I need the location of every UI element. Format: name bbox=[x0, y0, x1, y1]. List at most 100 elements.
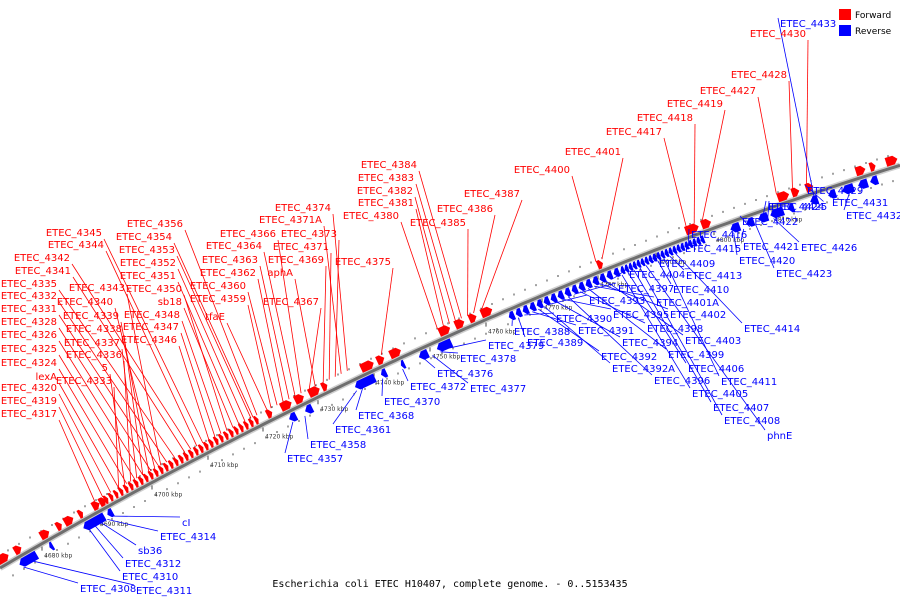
leader-line bbox=[120, 321, 150, 472]
gene-label: ETEC_4342 bbox=[14, 253, 70, 264]
gene-label: ETEC_4384 bbox=[361, 160, 417, 171]
leader-line bbox=[89, 529, 121, 572]
leader-line bbox=[105, 250, 198, 447]
forward-gene-arrow bbox=[700, 218, 711, 230]
gene-label: ETEC_4406 bbox=[688, 364, 744, 375]
forward-gene-arrow bbox=[112, 490, 119, 499]
leader-line bbox=[23, 566, 79, 584]
reverse-gene-arrow bbox=[83, 512, 107, 531]
leader-line bbox=[259, 265, 290, 400]
gene-label: ETEC_4326 bbox=[1, 330, 57, 341]
gene-label: ETEC_4375 bbox=[335, 257, 391, 268]
leader-line bbox=[178, 345, 210, 441]
leader-line bbox=[181, 320, 222, 434]
forward-gene-arrow bbox=[884, 155, 898, 167]
gene-label: ETEC_4369 bbox=[268, 255, 324, 266]
legend-reverse-swatch bbox=[839, 25, 851, 36]
reverse-gene-arrow bbox=[640, 258, 646, 267]
forward-gene-arrow bbox=[167, 460, 174, 469]
gene-label: ETEC_4424 bbox=[768, 202, 824, 213]
leader-line bbox=[740, 228, 745, 242]
forward-gene-arrow bbox=[54, 521, 62, 532]
gene-label: ETEC_4324 bbox=[1, 358, 57, 369]
forward-gene-arrow bbox=[479, 306, 493, 319]
gene-label: ETEC_4410 bbox=[673, 285, 729, 296]
forward-gene-arrow bbox=[237, 423, 244, 433]
gene-label: ETEC_4398 bbox=[647, 324, 703, 335]
leader-line bbox=[380, 267, 394, 355]
gene-label: ETEC_4404 bbox=[629, 270, 685, 281]
gene-label: ETEC_4386 bbox=[437, 204, 493, 215]
forward-gene-arrow bbox=[222, 431, 229, 441]
tick-label: 4790 kbp bbox=[658, 259, 686, 266]
gene-label: ETEC_4394 bbox=[622, 338, 678, 349]
leader-line bbox=[550, 294, 588, 305]
leader-line bbox=[332, 390, 358, 425]
gene-label: ETEC_4388 bbox=[514, 327, 570, 338]
leader-line bbox=[418, 170, 462, 319]
gene-label: ETEC_4396 bbox=[654, 376, 710, 387]
forward-gene-arrow bbox=[207, 439, 214, 448]
gene-label: ETEC_4345 bbox=[46, 228, 102, 239]
reverse-gene-arrow bbox=[858, 178, 869, 189]
gene-label: ETEC_4343 bbox=[69, 283, 125, 294]
reverse-gene-arrow bbox=[19, 550, 40, 567]
gene-label: ETEC_4361 bbox=[335, 425, 391, 436]
leader-line bbox=[107, 519, 159, 532]
gene-label: ETEC_4382 bbox=[357, 186, 413, 197]
gene-label: ETEC_4367 bbox=[263, 297, 319, 308]
tick-group: 4680 kbp 4690 kbp 4700 kbp 4710 kbp 4720 kbp… bbox=[7, 155, 894, 577]
leader-line bbox=[440, 351, 459, 354]
gene-label: ETEC_4403 bbox=[685, 336, 741, 347]
gene-label: ETEC_4414 bbox=[744, 324, 800, 335]
gene-label: ETEC_4351 bbox=[120, 271, 176, 282]
leader-line bbox=[761, 200, 767, 223]
gene-label: ETEC_4391 bbox=[578, 326, 634, 337]
leader-line bbox=[332, 213, 348, 371]
gene-label: ETEC_4356 bbox=[127, 219, 183, 230]
leader-line bbox=[402, 368, 409, 382]
leader-line bbox=[599, 283, 669, 310]
forward-gene-arrow bbox=[437, 325, 451, 337]
reverse-gene-arrow bbox=[770, 206, 785, 219]
leader-line bbox=[562, 298, 612, 310]
leader-line bbox=[681, 242, 684, 252]
leader-line bbox=[33, 560, 135, 586]
gene-label: ETEC_4395 bbox=[613, 310, 669, 321]
gene-label: cI bbox=[182, 518, 190, 529]
leader-line bbox=[414, 196, 450, 324]
forward-gene-arrow bbox=[147, 470, 154, 480]
tick-label: 4810 kbp bbox=[774, 216, 802, 223]
gene-label: ETEC_4371 bbox=[273, 242, 329, 253]
reverse-gene-arrow bbox=[550, 293, 558, 303]
gene-label: ETEC_4352 bbox=[120, 258, 176, 269]
gene-label: ETEC_4374 bbox=[275, 203, 331, 214]
gene-label: ETEC_4392 bbox=[601, 352, 657, 363]
gene-label: ETEC_4385 bbox=[410, 218, 466, 229]
reverse-gene-arrow bbox=[418, 349, 430, 360]
leader-line bbox=[829, 196, 836, 198]
leader-line bbox=[101, 522, 137, 546]
reverse-gene-arrow bbox=[746, 216, 756, 227]
reverse-gene-arrow bbox=[107, 508, 115, 518]
gene-label: ETEC_4427 bbox=[700, 86, 756, 97]
reverse-gene-arrow bbox=[571, 284, 579, 294]
gene-label: ETEC_4397 bbox=[618, 284, 674, 295]
forward-gene-arrow bbox=[127, 481, 134, 491]
gene-label: ETEC_4413 bbox=[686, 271, 742, 282]
reverse-gene-arrow bbox=[515, 307, 523, 318]
leader-line bbox=[58, 289, 176, 459]
leader-line bbox=[544, 306, 611, 364]
leader-line bbox=[687, 228, 690, 250]
gene-label: ETEC_4387 bbox=[464, 189, 520, 200]
leader-line bbox=[109, 373, 126, 485]
tick-label: 4710 kbp bbox=[210, 462, 238, 469]
reverse-gene-arrow bbox=[529, 301, 537, 312]
leader-line bbox=[180, 332, 216, 437]
leader-line-group bbox=[23, 17, 850, 586]
gene-label: ETEC_4358 bbox=[310, 440, 366, 451]
gene-label: ETEC_4353 bbox=[119, 245, 175, 256]
backbone-group bbox=[0, 162, 900, 571]
gene-label: ETEC_4308 bbox=[80, 584, 136, 595]
leader-line bbox=[58, 354, 136, 480]
